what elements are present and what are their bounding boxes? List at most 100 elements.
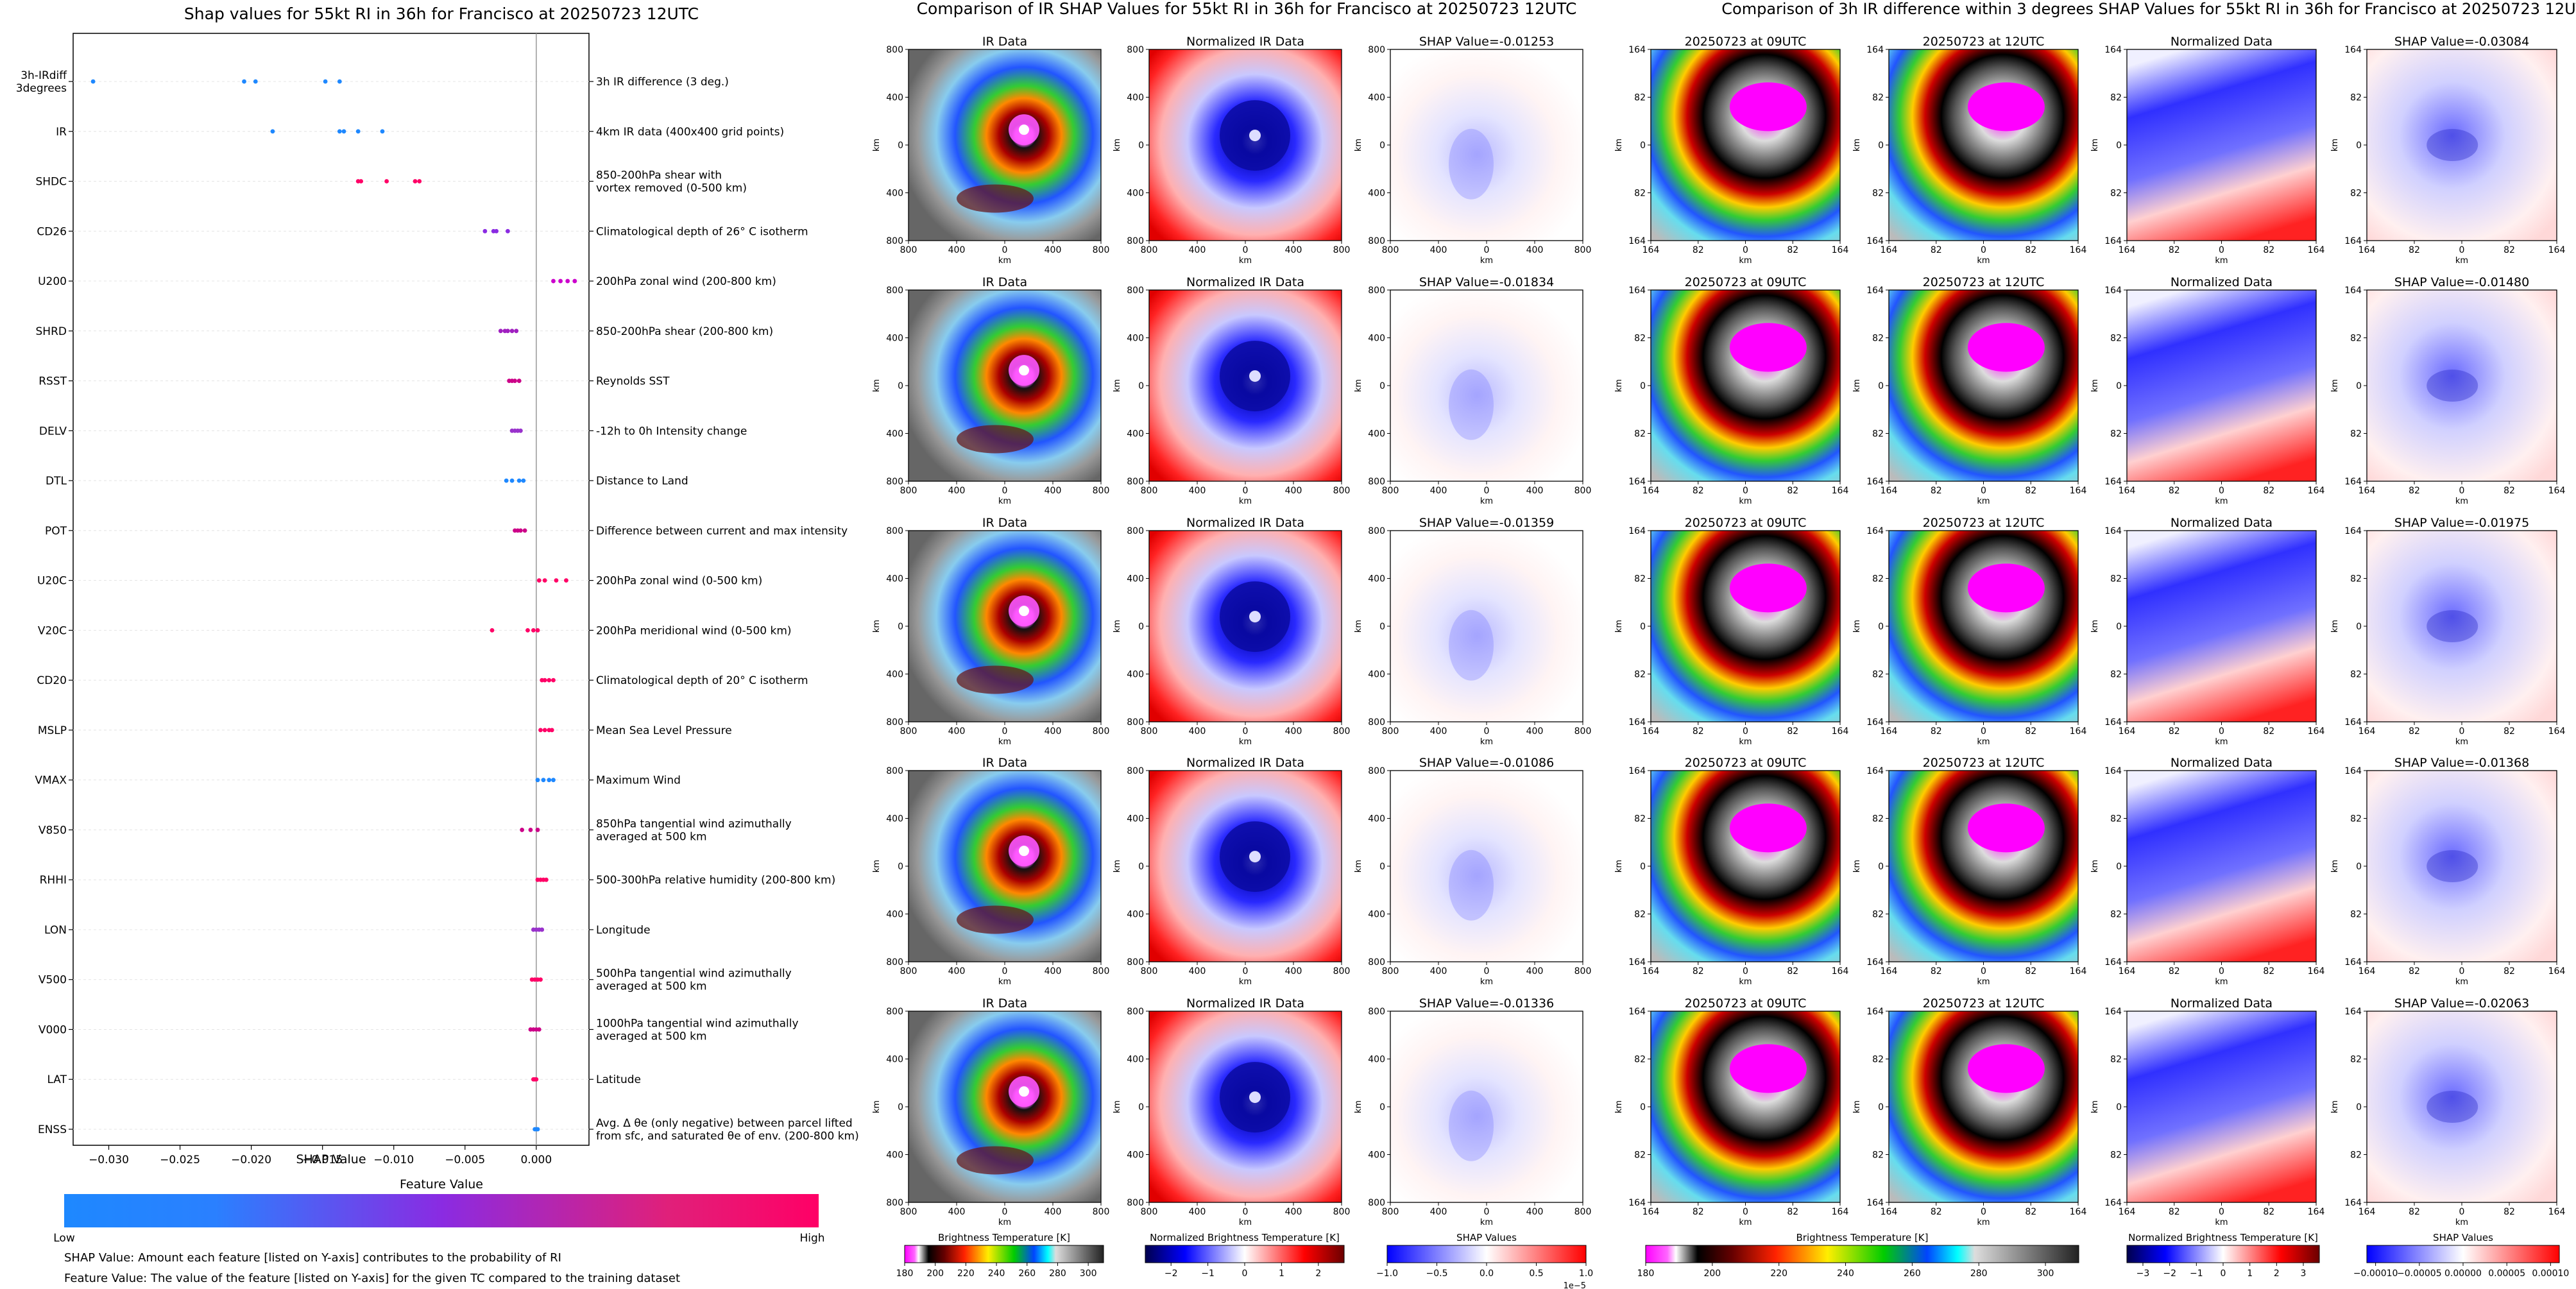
image-panel: Normalized IR Data8008004004000040040080…	[1113, 35, 1350, 266]
image-panel: Normalized Data1641648282008282164164kmk…	[2090, 996, 2324, 1227]
y-axis-label: km	[872, 139, 882, 151]
x-tick-label: 400	[948, 1207, 966, 1217]
shap-point	[535, 828, 540, 832]
x-tick-label: 800	[1382, 1207, 1399, 1217]
y-tick-label: 164	[1628, 1198, 1646, 1208]
y-tick-label: 82	[2350, 910, 2362, 920]
x-tick-label: 164	[2548, 1207, 2566, 1217]
y-tick-label: 400	[1127, 429, 1144, 440]
feature-label: U200	[38, 275, 67, 288]
x-tick-label: 82	[1787, 726, 1798, 737]
x-tick-label: 0	[1743, 726, 1748, 737]
panel-image	[1390, 1011, 1583, 1202]
y-tick-label: 82	[2350, 334, 2362, 344]
x-tick-label: 400	[948, 245, 966, 255]
x-tick-label: 0	[1981, 245, 1986, 255]
y-tick-label: 0	[1138, 381, 1144, 391]
x-tick-label: 164	[1832, 486, 1849, 496]
colorbar-tick-label: 0	[1242, 1268, 1248, 1279]
rainband	[957, 184, 1034, 213]
x-tick-label: 82	[2025, 1207, 2036, 1217]
shap-point	[540, 927, 545, 932]
x-tick-label: 0	[1484, 486, 1490, 496]
image-panel: Normalized IR Data8008004004000040040080…	[1113, 516, 1350, 747]
panel-image	[1390, 290, 1583, 481]
colorbar-gradient	[2126, 1245, 2320, 1263]
panel-title: SHAP Value=-0.01086	[1419, 756, 1554, 770]
feature-description: Mean Sea Level Pressure	[596, 724, 732, 737]
colorbar-label: Brightness Temperature [K]	[938, 1232, 1070, 1243]
y-tick-label: 0	[1640, 622, 1646, 632]
feature-description: 850hPa tangential wind azimuthally averag…	[596, 817, 792, 843]
x-tick-label: 800	[1574, 966, 1592, 977]
colorbar: Normalized Brightness Temperature [K] −3 −…	[2126, 1232, 2320, 1279]
y-tick-label: 82	[1872, 1150, 1884, 1161]
shap-point	[535, 778, 540, 783]
y-tick-label: 800	[1368, 1007, 1385, 1017]
shap-point	[542, 678, 547, 683]
shap-hotspot	[2427, 1091, 2478, 1123]
x-tick-label: 800	[900, 486, 917, 496]
cold-cloud-region	[1967, 82, 2045, 132]
x-axis-label: km	[1739, 1218, 1752, 1227]
storm-center	[1019, 606, 1029, 617]
feature-description: 200hPa zonal wind (200-800 km)	[596, 275, 776, 288]
panel-image	[1889, 531, 2078, 722]
colorbar-gradient	[2366, 1245, 2560, 1263]
x-tick-label: 82	[1931, 1207, 1942, 1217]
shap-point	[535, 1127, 540, 1132]
y-tick-label: 0	[1640, 141, 1646, 151]
y-tick-label: 800	[1127, 526, 1144, 536]
x-tick-label: 400	[1285, 726, 1302, 737]
image-panel: 20250723 at 09UTC1641648282008282164164k…	[1614, 756, 1848, 987]
y-tick-label: 400	[1368, 429, 1385, 440]
x-tick-label: 400	[1045, 245, 1062, 255]
y-tick-label: 800	[886, 286, 903, 296]
shap-point	[341, 129, 346, 134]
y-tick-label: 164	[1866, 1198, 1884, 1208]
x-tick-label: 800	[1141, 726, 1158, 737]
x-tick-label: 164	[1881, 966, 1898, 977]
y-tick-label: 0	[1878, 381, 1884, 391]
y-tick-label: 82	[2350, 1150, 2362, 1161]
y-tick-label: 164	[2344, 477, 2362, 487]
y-tick-label: 164	[1628, 766, 1646, 776]
shap-hotspot	[1449, 128, 1494, 200]
panel-title: SHAP Value=-0.02063	[2394, 996, 2529, 1011]
y-tick-label: 800	[1368, 286, 1385, 296]
x-tick-label: 82	[1693, 966, 1704, 977]
x-tick-label: 82	[2169, 245, 2180, 255]
y-tick-label: 82	[1872, 910, 1884, 920]
storm-center	[1019, 365, 1029, 376]
y-tick-label: 164	[1628, 477, 1646, 487]
y-tick-label: 164	[1628, 45, 1646, 55]
colorbar-label: Normalized Brightness Temperature [K]	[1150, 1232, 1340, 1243]
x-axis-label: km	[1239, 737, 1252, 747]
shap-hotspot	[2427, 129, 2478, 161]
feature-value-note: Feature Value: The value of the feature …	[64, 1272, 680, 1285]
feature-description: Latitude	[596, 1073, 641, 1086]
feature-description: 200hPa zonal wind (0-500 km)	[596, 575, 762, 588]
x-tick-label: 164	[2308, 245, 2325, 255]
colorbar-tick-label: 220	[957, 1268, 975, 1279]
y-tick-label: 0	[2356, 622, 2362, 632]
x-tick-label: 164	[2070, 726, 2087, 737]
x-tick-label: −0.020	[231, 1154, 271, 1166]
colorbar-tick-label: 0.00000	[2444, 1268, 2482, 1279]
cold-cloud-region	[1729, 1044, 1807, 1093]
y-tick-label: 400	[1368, 814, 1385, 824]
x-axis-label: km	[1239, 256, 1252, 266]
colorbar: Brightness Temperature [K] 180 200 220 240 26…	[1637, 1232, 2079, 1279]
image-panel: SHAP Value=-0.01834800800400400004004008…	[1354, 275, 1591, 506]
x-tick-label: 0	[2219, 245, 2224, 255]
shap-point	[565, 278, 570, 284]
x-tick-label: 82	[1931, 245, 1942, 255]
panel-title: 20250723 at 09UTC	[1685, 996, 1807, 1011]
shap-gridlines	[73, 81, 589, 1130]
panel-title: SHAP Value=-0.01368	[2394, 756, 2529, 770]
panel-title: Normalized Data	[2171, 996, 2273, 1011]
x-axis-label: SHAP Value	[296, 1152, 366, 1166]
x-tick-label: 164	[1642, 245, 1660, 255]
y-axis-label: km	[872, 379, 882, 392]
image-panel: Normalized Data1641648282008282164164kmk…	[2090, 516, 2324, 747]
